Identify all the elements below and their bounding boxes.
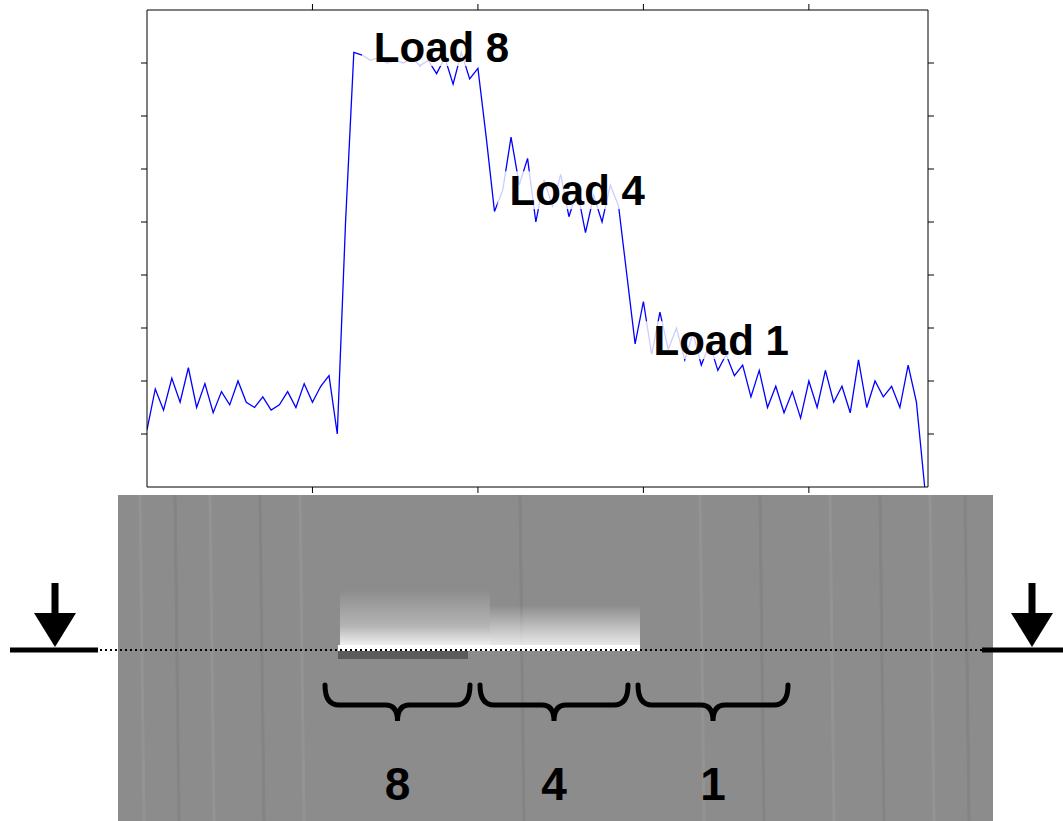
svg-text:Load 4: Load 4 — [510, 167, 646, 214]
svg-text:1: 1 — [700, 758, 726, 810]
svg-text:4: 4 — [541, 758, 567, 810]
svg-text:8: 8 — [385, 758, 411, 810]
svg-text:Load 1: Load 1 — [653, 317, 788, 364]
svg-text:Load 8: Load 8 — [374, 24, 509, 71]
